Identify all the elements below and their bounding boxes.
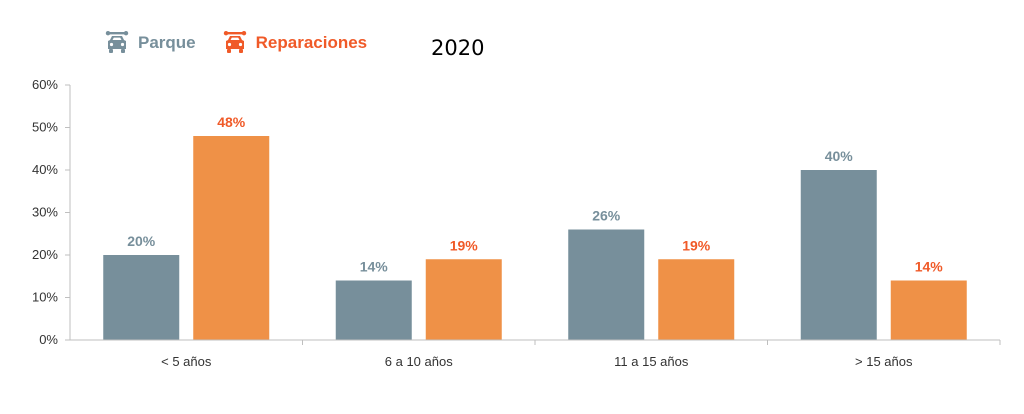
- y-tick-label: 60%: [32, 77, 58, 92]
- y-axis: 0% 10% 20% 30% 40% 50% 60%: [32, 77, 71, 347]
- legend-label-parque: Parque: [138, 33, 196, 52]
- data-label: 48%: [217, 114, 246, 130]
- x-tick-label: > 15 años: [855, 354, 913, 369]
- y-tick-label: 10%: [32, 290, 58, 305]
- car-repair-icon: [105, 31, 129, 53]
- legend-label-reparaciones: Reparaciones: [255, 33, 368, 52]
- car-repair-icon: [223, 31, 246, 53]
- bar-parque-2: [568, 229, 645, 340]
- chart-title: 2020: [431, 36, 485, 60]
- legend-item-reparaciones: Reparaciones: [222, 30, 368, 56]
- data-label: 19%: [682, 237, 711, 253]
- y-tick-label: 40%: [32, 162, 58, 177]
- data-label: 14%: [360, 259, 389, 275]
- y-tick-label: 20%: [32, 247, 58, 262]
- legend-item-parque: Parque: [104, 30, 196, 56]
- data-label: 19%: [450, 237, 479, 253]
- data-label: 20%: [127, 233, 156, 249]
- bar-reparaciones-1: [425, 259, 502, 340]
- y-tick-label: 0%: [39, 332, 58, 347]
- x-tick-label: 6 a 10 años: [385, 354, 453, 369]
- data-label: 40%: [825, 148, 854, 164]
- x-tick-label: < 5 años: [161, 354, 212, 369]
- x-tick-label: 11 a 15 años: [614, 354, 689, 369]
- x-axis: < 5 años 6 a 10 años 11 a 15 años > 15 años: [70, 339, 1001, 369]
- bar-reparaciones-2: [658, 259, 735, 340]
- bar-reparaciones-3: [890, 280, 967, 340]
- bar-parque-0: [103, 255, 180, 340]
- bar-reparaciones-0: [193, 136, 270, 340]
- data-label: 26%: [592, 208, 621, 224]
- bar-parque-3: [800, 170, 877, 340]
- y-tick-label: 50%: [32, 120, 58, 135]
- bar-parque-1: [335, 280, 412, 340]
- y-tick-label: 30%: [32, 205, 58, 220]
- legend: Parque Reparaciones: [104, 30, 367, 56]
- bars: 20% 48% 14% 19% 26% 19% 40% 14%: [103, 114, 967, 340]
- data-label: 14%: [915, 259, 944, 275]
